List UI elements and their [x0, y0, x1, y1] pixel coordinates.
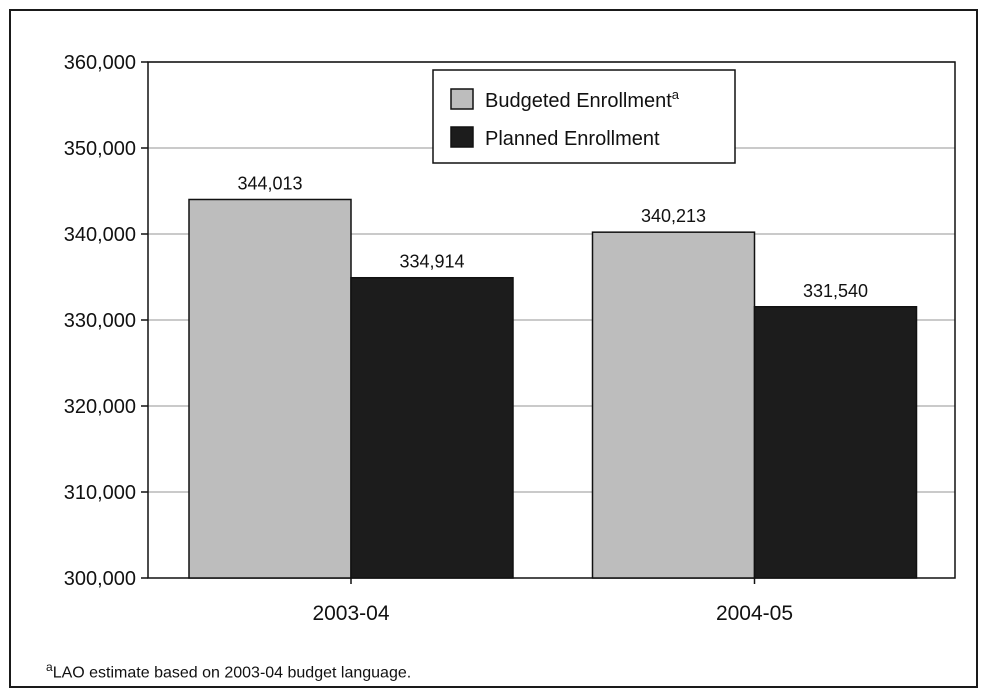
y-tick-label: 330,000: [64, 310, 136, 332]
data-label: 344,013: [237, 173, 302, 193]
plot-border: [147, 61, 956, 579]
footnote: aLAO estimate based on 2003-04 budget la…: [46, 660, 411, 682]
x-tick-label: 2003-04: [312, 602, 389, 625]
legend-swatch: [450, 88, 474, 110]
y-tick-label: 360,000: [64, 52, 136, 74]
bar-budgeted-2003-04: [188, 198, 352, 579]
x-tick-label: 2004-05: [716, 602, 793, 625]
footnote-marker: a: [46, 660, 53, 674]
chart-frame: [9, 9, 978, 688]
footnote-text: LAO estimate based on 2003-04 budget lan…: [52, 664, 412, 682]
y-tick-label: 310,000: [64, 482, 136, 504]
legend-label-superscript: a: [672, 87, 680, 102]
bar-budgeted-2004-05: [591, 231, 756, 579]
bar-planned-2003-04: [350, 276, 514, 579]
y-tick-label: 350,000: [64, 138, 136, 160]
legend-swatch: [450, 126, 474, 148]
y-tick-label: 300,000: [64, 568, 136, 590]
data-label: 334,914: [399, 252, 464, 272]
y-tick-label: 320,000: [64, 396, 136, 418]
legend-label: Planned Enrollment: [485, 128, 660, 150]
y-tick-label: 340,000: [64, 224, 136, 246]
legend-box: [432, 69, 736, 164]
data-label: 331,540: [803, 281, 868, 301]
bar-planned-2004-05: [753, 306, 918, 579]
data-label: 340,213: [641, 206, 706, 226]
legend-label: Budgeted Enrollmenta: [485, 87, 680, 112]
